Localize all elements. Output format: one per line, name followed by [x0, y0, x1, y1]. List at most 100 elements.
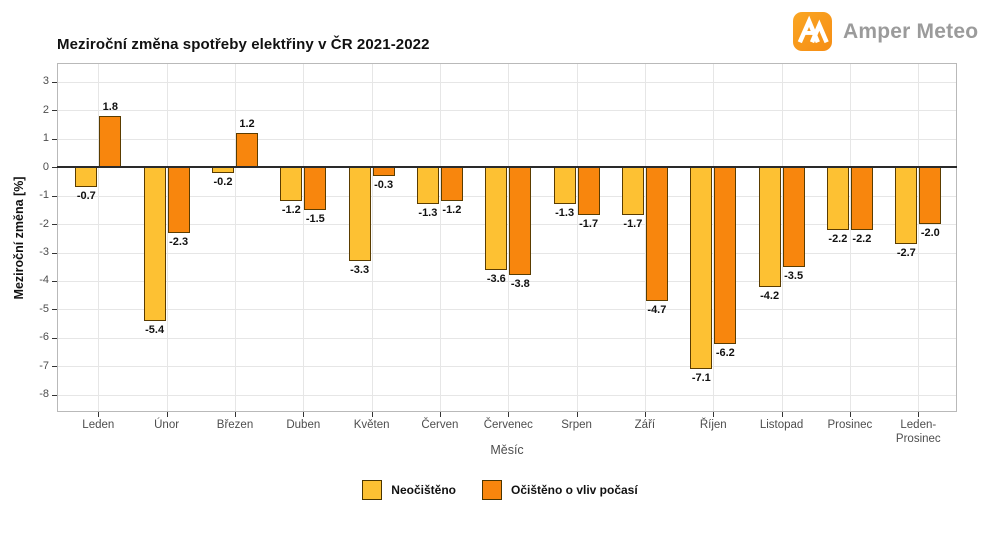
- gridline-v: [781, 64, 783, 411]
- x-tick-mark: [781, 412, 783, 417]
- x-tick-mark: [713, 412, 715, 417]
- bar-neocisteno: [485, 167, 508, 270]
- y-tick-mark: [52, 280, 57, 282]
- bar-value-label: -7.1: [691, 372, 711, 385]
- bar-value-label: -0.3: [374, 178, 394, 191]
- x-tick-label: Říjen: [699, 419, 727, 431]
- y-tick-label: -7: [39, 359, 49, 372]
- bar-ocisteno: [236, 132, 258, 167]
- amper-meteo-logo: Amper Meteo: [793, 12, 978, 51]
- bar-ocisteno: [919, 167, 942, 224]
- plot-panel-border: [57, 63, 957, 412]
- x-tick-mark: [644, 412, 646, 417]
- bar-value-label: 1.8: [102, 100, 118, 113]
- x-tick-label: Červenec: [483, 419, 533, 431]
- bar-value-label: -2.2: [852, 232, 872, 245]
- y-tick-mark: [52, 138, 57, 140]
- y-tick-mark: [52, 366, 57, 368]
- bar-neocisteno: [826, 167, 849, 230]
- bar-value-label: -3.3: [350, 264, 370, 276]
- y-tick-mark: [52, 81, 57, 83]
- bar-value-label: -4.7: [647, 303, 667, 316]
- bar-value-label: -5.4: [145, 323, 165, 336]
- y-tick-mark: [52, 167, 57, 168]
- legend-label: Neočištěno: [391, 483, 456, 497]
- gridline-v: [713, 64, 715, 411]
- x-tick-mark: [576, 412, 578, 417]
- logo-text: Amper Meteo: [843, 19, 979, 43]
- bar-value-label: -3.8: [510, 278, 530, 291]
- x-tick-mark: [371, 412, 373, 417]
- y-tick-mark: [52, 394, 57, 396]
- gridline-h: [58, 309, 956, 311]
- legend-swatch-orange: [481, 480, 502, 500]
- legend-entry-neocisteno: Neočištěno: [362, 480, 456, 500]
- bar-value-label: -1.3: [418, 207, 438, 219]
- y-tick-mark: [52, 309, 57, 311]
- x-axis-title: Měsíc: [490, 443, 524, 457]
- x-tick-label: Září: [634, 419, 656, 431]
- x-tick-label: Květen: [353, 419, 390, 431]
- gridline-v: [439, 64, 441, 411]
- bar-value-label: -3.5: [784, 269, 804, 282]
- bar-neocisteno: [416, 167, 439, 204]
- y-tick-label: -6: [39, 331, 49, 344]
- bar-neocisteno: [75, 167, 98, 187]
- x-tick-mark: [508, 412, 510, 417]
- gridline-v: [576, 64, 578, 411]
- gridline-v: [644, 64, 646, 411]
- bar-ocisteno: [645, 167, 668, 301]
- x-tick-mark: [918, 412, 920, 417]
- bar-value-label: -0.2: [213, 175, 233, 188]
- x-tick-label: Listopad: [759, 419, 804, 431]
- mountain-peaks-icon: [797, 15, 829, 44]
- x-tick-mark: [166, 412, 168, 417]
- x-tick-label: Srpen: [561, 419, 592, 431]
- gridline-h: [58, 366, 956, 368]
- x-tick-mark: [303, 412, 305, 417]
- x-tick-label: Červen: [421, 419, 459, 431]
- y-tick-label: -4: [39, 274, 49, 287]
- bar-ocisteno: [372, 167, 395, 176]
- legend-label: Očištěno o vliv počasí: [510, 483, 638, 497]
- gridline-h: [58, 394, 956, 396]
- bar-value-label: 1.2: [239, 117, 255, 130]
- x-tick-label: Duben: [286, 419, 321, 431]
- bar-ocisteno: [850, 167, 873, 230]
- bar-neocisteno: [553, 167, 576, 204]
- bar-neocisteno: [280, 167, 303, 202]
- x-tick-mark: [439, 412, 441, 417]
- bar-value-label: -6.2: [715, 346, 735, 359]
- x-tick-label: Březen: [216, 419, 254, 431]
- legend-swatch-yellow: [362, 480, 383, 500]
- gridline-v: [371, 64, 373, 411]
- bar-value-label: -2.0: [920, 227, 940, 239]
- y-tick-label: 1: [42, 132, 49, 144]
- x-tick-label: Leden: [82, 419, 115, 431]
- bar-value-label: -1.2: [442, 204, 462, 217]
- y-tick-label: 2: [42, 103, 49, 116]
- bar-ocisteno: [99, 115, 122, 167]
- bar-value-label: -1.3: [555, 207, 575, 219]
- gridline-v: [235, 64, 236, 411]
- gridline-v: [918, 64, 920, 411]
- gridline-v: [508, 64, 510, 411]
- x-tick-mark: [849, 412, 851, 417]
- y-tick-label: -5: [39, 302, 49, 315]
- y-tick-mark: [52, 252, 57, 254]
- gridline-h: [58, 110, 956, 111]
- gridline-h: [58, 138, 956, 140]
- x-tick-label: Leden-Prosinec: [895, 419, 941, 445]
- bar-neocisteno: [621, 167, 644, 216]
- x-tick-mark: [235, 412, 236, 417]
- amper-meteo-logo-icon: [793, 12, 832, 51]
- y-tick-mark: [52, 195, 57, 197]
- gridline-h: [58, 280, 956, 282]
- bar-ocisteno: [509, 167, 532, 276]
- bar-ocisteno: [714, 167, 737, 344]
- x-tick-label: Únor: [154, 419, 180, 431]
- bar-value-label: -1.7: [623, 218, 643, 231]
- bar-value-label: -1.2: [281, 204, 301, 217]
- gridline-v: [849, 64, 851, 411]
